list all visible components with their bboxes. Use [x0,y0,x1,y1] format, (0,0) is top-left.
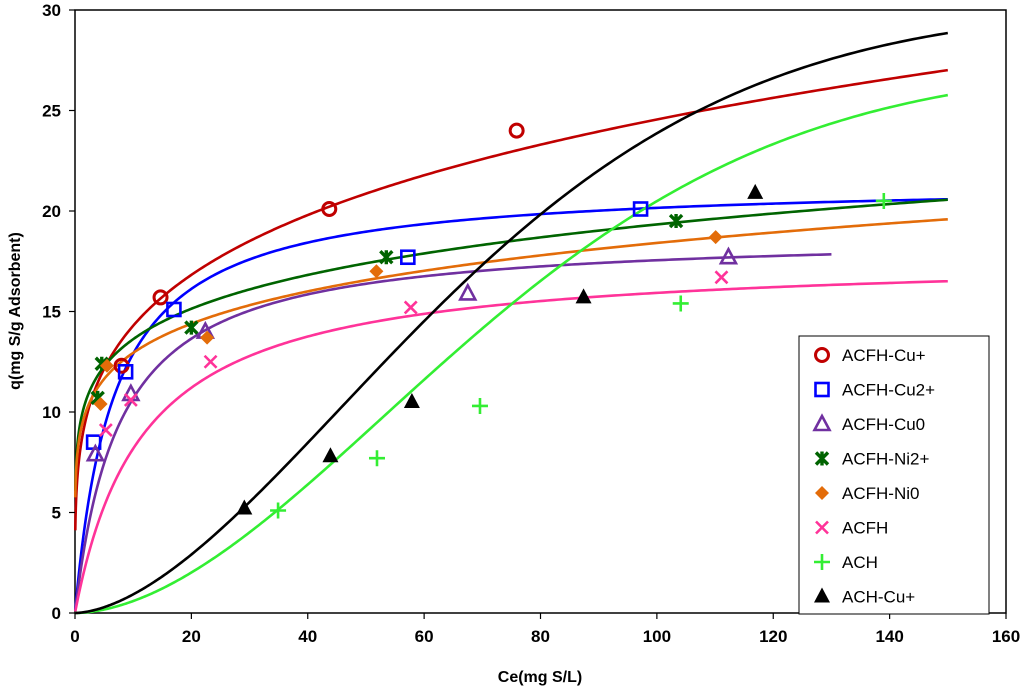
y-tick-label: 10 [42,403,61,422]
marker-ach-cu- [403,392,420,408]
marker-acfh-cu2- [117,363,134,380]
marker-acfh-cu2- [400,249,416,266]
marker-acfh-ni2- [379,250,394,265]
marker-acfh-ni0 [708,230,723,245]
marker-acfh-cu0 [85,443,106,462]
y-axis-title: q(mg S/g Adsorbent) [7,232,24,390]
legend-label: ACFH-Ni2+ [842,450,929,469]
legend-marker-acfh-ni2- [814,451,830,466]
legend-label: ACH-Cu+ [842,588,915,607]
legend-label: ACFH-Cu0 [842,415,925,434]
fit-curve-ach [75,93,949,615]
marker-acfh [714,270,729,285]
marker-acfh-cu2- [166,301,182,318]
marker-acfh-ni0 [93,396,108,411]
legend-box [798,335,990,615]
marker-acfh [123,393,138,407]
marker-ach [368,450,385,467]
data-markers [85,122,892,519]
marker-acfh-ni2- [184,320,199,335]
x-tick-label: 140 [875,627,903,646]
y-tick-label: 0 [52,604,61,623]
marker-acfh [98,423,113,438]
fit-curve-ach-cu- [75,31,949,615]
x-tick-label: 100 [643,627,671,646]
x-tick-label: 160 [992,627,1020,646]
y-tick-label: 25 [42,102,61,121]
axes: 0 20 40 60 80 100 120 140 160 0 5 10 15 20 25 30 [42,1,1020,646]
marker-acfh-ni0 [369,264,384,279]
marker-acfh-cu0 [718,246,739,265]
legend-label: ACFH-Ni0 [842,484,919,503]
x-tick-label: 20 [182,627,201,646]
legend-marker-acfh-ni0 [815,486,829,500]
fit-curve-acfh-ni2- [73,198,948,491]
marker-ach-cu- [236,499,253,515]
x-tick-label: 60 [415,627,434,646]
fit-curve-acfh-cu- [73,68,948,531]
y-tick-label: 30 [42,1,61,20]
y-tick-label: 5 [52,504,61,523]
legend-marker-ach [814,554,830,570]
fit-curve-acfh [74,279,948,612]
legend-marker-acfh-cu- [814,347,830,363]
legend-marker-ach-cu- [814,587,830,603]
marker-acfh-ni0 [200,330,215,345]
marker-acfh [203,354,218,369]
x-tick-label: 40 [298,627,317,646]
legend-marker-acfh-cu0 [812,413,832,432]
legend-label: ACFH-Cu2+ [842,381,935,400]
y-tick-label: 20 [42,202,61,221]
marker-acfh-ni0 [100,358,115,373]
marker-acfh-ni2- [668,213,684,229]
marker-ach-cu- [322,447,339,463]
marker-acfh [403,300,418,315]
y-tick-label: 15 [42,303,61,322]
x-tick-label: 120 [759,627,787,646]
marker-ach [270,502,287,519]
marker-ach-cu- [747,183,764,199]
legend-label: ACFH-Cu+ [842,346,926,365]
marker-acfh-cu- [321,200,338,217]
x-axis-title: Ce(mg S/L) [498,669,582,686]
marker-ach [875,192,892,209]
marker-acfh-cu0 [458,282,478,301]
legend-marker-acfh [815,520,829,535]
marker-ach [672,295,689,312]
marker-acfh-cu- [508,122,525,139]
x-tick-label: 0 [70,627,79,646]
marker-acfh-cu2- [632,201,649,217]
marker-acfh-cu- [152,289,169,306]
legend-label: ACH [842,553,878,572]
marker-ach [471,397,488,414]
legend-label: ACFH [842,519,888,538]
x-tick-label: 80 [531,627,550,646]
legend: ACFH-Cu+ ACFH-Cu2+ ACFH-Cu0 ACFH-Ni2+ ACFH-N… [798,335,990,615]
marker-ach-cu- [575,288,592,304]
fit-curve-acfh-cu0 [74,253,832,611]
legend-marker-acfh-cu2- [814,381,830,398]
